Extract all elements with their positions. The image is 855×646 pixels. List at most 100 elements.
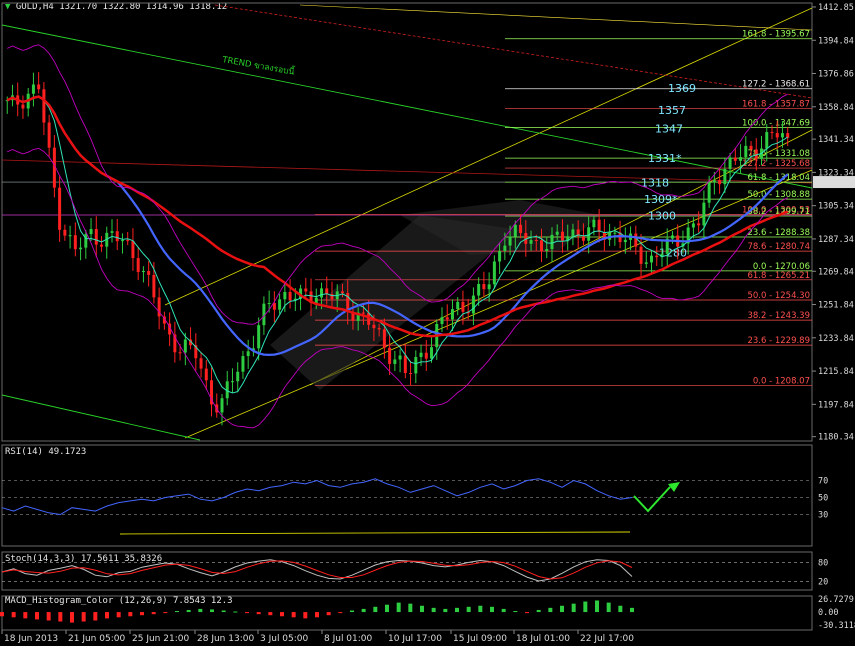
candle-body [529, 240, 533, 244]
macd-bar [443, 608, 448, 613]
current-price-label: 1318.12 [816, 178, 852, 188]
candle-body [356, 312, 360, 321]
candle-body [519, 224, 523, 234]
rsi-tick-label-0: 70 [818, 477, 828, 487]
price-tick-label-4: 1341.34 [818, 135, 854, 145]
macd-bar [303, 612, 308, 619]
date-label-2: 25 Jun 21:00 [132, 634, 189, 644]
key-level-label-1: 1357 [658, 104, 686, 117]
candle-body [42, 89, 46, 123]
macd-bar [571, 603, 576, 613]
date-label-4: 3 Jul 05:00 [260, 634, 309, 644]
macd-bar [175, 611, 179, 613]
key-level-label-2: 1347 [655, 123, 683, 136]
candle-body [728, 157, 732, 169]
candle-body [770, 132, 774, 134]
candle-body [702, 202, 706, 226]
candle-body [456, 301, 460, 310]
fib-upper-label-0: 161.8 - 1395.67 [742, 30, 810, 40]
macd-bar [595, 600, 599, 613]
candle-body [670, 235, 674, 239]
candle-body [398, 355, 402, 360]
fib-upper-label-9: 23.6 - 1288.38 [747, 228, 810, 238]
macd-bar [548, 607, 553, 613]
date-label-5: 8 Jul 01:00 [324, 634, 373, 644]
fib-upper-label-2: 161.8 - 1357.87 [742, 100, 810, 110]
channel-line-2 [309, 129, 813, 386]
candle-body [623, 239, 627, 243]
macd-bar [373, 606, 378, 613]
fib-upper-label-10: 0.0 - 1270.06 [753, 262, 810, 272]
candle-body [63, 229, 67, 236]
channel-shade-0 [270, 215, 520, 390]
macd-bar [140, 612, 144, 616]
candle-body [73, 235, 77, 250]
macd-bar [525, 612, 529, 614]
candle-body [189, 339, 193, 346]
macd-bar [128, 612, 133, 617]
stoch-label: Stoch(14,3,3) 17.5611 35.8326 [5, 554, 163, 564]
date-label-9: 22 Jul 17:00 [580, 634, 634, 644]
candle-body [131, 240, 135, 259]
macd-bar [256, 612, 261, 615]
candle-body [602, 231, 606, 240]
candle-body [445, 317, 449, 320]
pane-frame-2 [1, 551, 813, 591]
candle-body [634, 233, 638, 247]
macd-bar [490, 606, 494, 613]
trend-line-top [299, 4, 813, 31]
candle-body [21, 104, 25, 109]
candle-body [639, 246, 643, 264]
fib-lower-label-0: 100.0 - 1300.53 [742, 206, 810, 216]
date-label-1: 21 Jun 05:00 [68, 634, 125, 644]
candle-body [566, 236, 570, 241]
ma-slow-line [6, 95, 789, 338]
candle-body [257, 325, 261, 349]
candle-body [477, 284, 481, 296]
macd-bar [338, 612, 343, 614]
key-level-label-3: 1331* [648, 152, 682, 165]
macd-bar [81, 612, 86, 622]
candle-body [665, 238, 669, 254]
candle-body [409, 373, 413, 375]
stoch-main-line [1, 559, 633, 582]
date-label-8: 18 Jul 01:00 [516, 634, 570, 644]
candle-body [194, 345, 198, 359]
candle-body [183, 339, 187, 353]
price-tick-label-9: 1251.84 [818, 301, 854, 311]
candle-body [613, 232, 617, 234]
candle-body [471, 295, 475, 314]
candle-body [419, 352, 423, 358]
price-tick-label-6: 1305.34 [818, 202, 854, 212]
date-label-7: 15 Jul 09:00 [453, 634, 507, 644]
date-label-3: 28 Jun 13:00 [197, 634, 254, 644]
fib-upper-label-3: 100.0 - 1347.69 [742, 118, 810, 128]
candle-body [739, 157, 743, 161]
ohlc-values: 1321.70 1322.80 1314.96 1318.12 [59, 2, 228, 12]
candle-body [780, 133, 784, 138]
candle-body [430, 347, 434, 359]
candle-body [309, 291, 313, 304]
candle-body [775, 133, 779, 138]
macd-tick-label-2: -30.3118 [818, 621, 855, 631]
trend-label: TREND ขาลงรอบนี้ [220, 53, 296, 78]
macd-bar [116, 612, 121, 618]
trend-line-dashed [214, 4, 813, 99]
candle-body [152, 274, 156, 298]
candle-body [540, 240, 544, 252]
pane-frame-0 [1, 2, 813, 442]
candle-body [236, 371, 240, 382]
price-tick-label-13: 1180.34 [818, 433, 854, 443]
fib-lower-label-6: 0.0 - 1208.07 [753, 376, 810, 386]
macd-bar [221, 610, 226, 613]
candle-body [58, 187, 62, 230]
candle-body [534, 240, 538, 242]
candle-body [712, 180, 716, 183]
candle-body [361, 312, 365, 314]
candle-body [498, 251, 502, 262]
candle-body [288, 291, 292, 301]
macd-bar [560, 605, 564, 613]
macd-bar [23, 612, 28, 619]
